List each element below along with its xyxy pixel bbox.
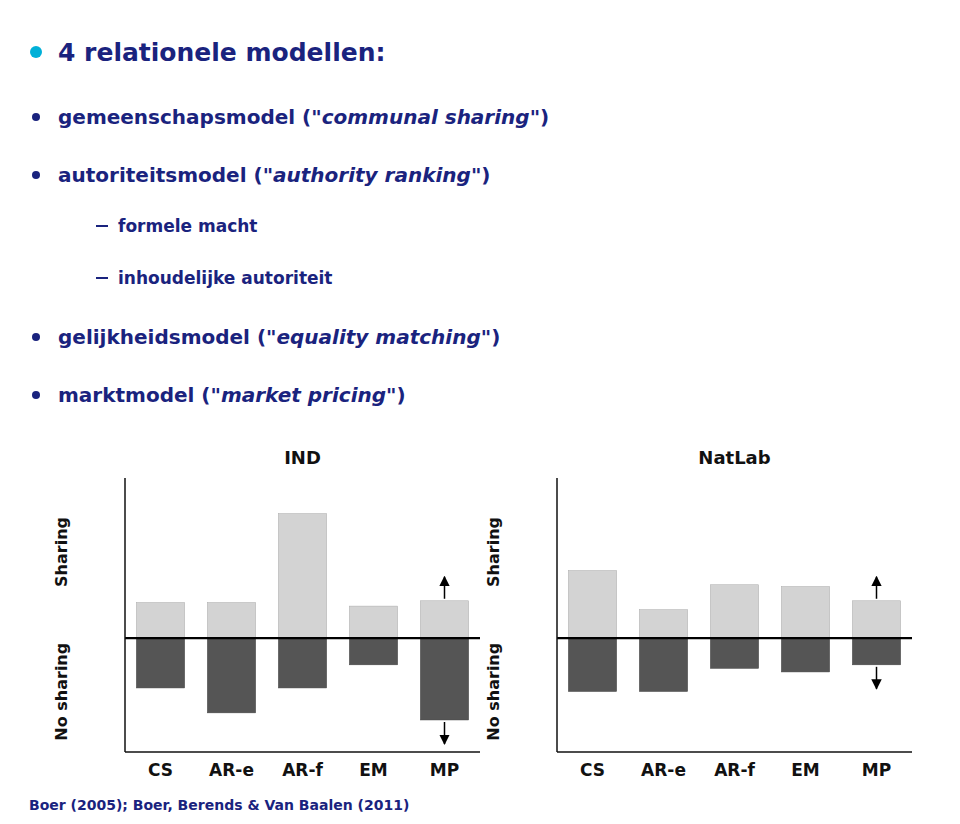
bar [781,587,829,639]
bullet-end: ) [540,105,549,129]
sub-item: inhoudelijke autoriteit [118,268,333,288]
x-axis [557,751,912,753]
x-tick-label: EM [791,760,820,780]
bar [207,638,255,713]
zero-line [557,637,912,639]
arrow [876,577,878,599]
bar [420,601,468,638]
bar [710,638,758,668]
title-bullet [30,46,42,58]
x-axis [125,751,480,753]
bullet-italic: "authority ranking" [263,163,482,187]
slide: 4 relationele modellen: gemeenschapsmodel… [0,0,960,824]
bar [420,638,468,720]
series-label: No sharing [53,643,72,741]
sub-dash [96,225,108,227]
bullet-plain: autoriteitsmodel ( [58,163,263,187]
x-tick-label: MP [862,760,891,780]
bullet-dot [32,171,40,179]
bar [349,606,397,638]
bullet-plain: gelijkheidsmodel ( [58,325,266,349]
bar [852,601,900,638]
chart-title: NatLab [698,447,770,468]
bar [852,638,900,665]
footer: Boer (2005); Boer, Berends & Van Baalen … [29,797,409,813]
bar [710,585,758,638]
arrow [444,577,446,599]
bullet-italic: "communal sharing" [311,105,540,129]
bullet-end: ) [491,325,500,349]
bullet-dot [32,333,40,341]
x-tick-label: AR-f [714,760,755,780]
bullet-plain: gemeenschapsmodel ( [58,105,311,129]
series-label: Sharing [53,517,72,587]
bar [136,638,184,688]
bar [781,638,829,672]
bar [349,638,397,665]
arrow [444,722,446,744]
sub-item: formele macht [118,216,257,236]
bullet-end: ) [481,163,490,187]
bullet-text: gelijkheidsmodel ("equality matching") [58,325,500,349]
bar [278,514,326,639]
y-axis [124,478,126,752]
bars [568,571,900,692]
bullet-text: marktmodel ("market pricing") [58,383,406,407]
x-tick-label: CS [148,760,173,780]
series-label: Sharing [485,517,504,587]
sub-dash [96,277,108,279]
x-tick-label: MP [430,760,459,780]
zero-line [125,637,480,639]
bar [639,638,687,691]
bullet-italic: "market pricing" [210,383,396,407]
bullet-dot [32,113,40,121]
bullet-text: autoriteitsmodel ("authority ranking") [58,163,490,187]
bar [568,571,616,639]
bullet-plain: marktmodel ( [58,383,210,407]
bar [639,610,687,638]
x-tick-label: AR-f [282,760,323,780]
bullet-dot [32,391,40,399]
x-tick-label: AR-e [641,760,686,780]
bullet-text: gemeenschapsmodel ("communal sharing") [58,105,549,129]
bars [136,514,468,720]
bullet-italic: "equality matching" [266,325,491,349]
chart: NatLab CS AR-e AR-f EM MP Sharing No sharing [485,447,913,780]
bar [207,603,255,639]
chart: IND CS AR-e AR-f EM MP Sharing No sharing [53,447,481,780]
series-label: No sharing [485,643,504,741]
arrow [876,667,878,689]
slide-title: 4 relationele modellen: [58,38,385,67]
y-axis [556,478,558,752]
x-tick-label: CS [580,760,605,780]
bar [568,638,616,691]
bullet-end: ) [397,383,406,407]
chart-title: IND [284,447,321,468]
x-tick-label: EM [359,760,388,780]
bar [136,603,184,639]
x-tick-label: AR-e [209,760,254,780]
bar [278,638,326,688]
